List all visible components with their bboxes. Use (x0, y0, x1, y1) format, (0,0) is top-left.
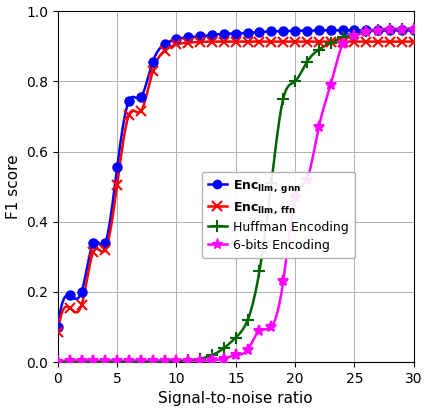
X-axis label: Signal-to-noise ratio: Signal-to-noise ratio (158, 391, 313, 407)
Legend: $\bf{Enc}$$_{\bf{llm,\ gnn}}$, $\bf{Enc}$$_{\bf{llm,\ ffn}}$, Huffman Encoding, : $\bf{Enc}$$_{\bf{llm,\ gnn}}$, $\bf{Enc}… (202, 172, 355, 258)
Y-axis label: F1 score: F1 score (6, 154, 21, 219)
